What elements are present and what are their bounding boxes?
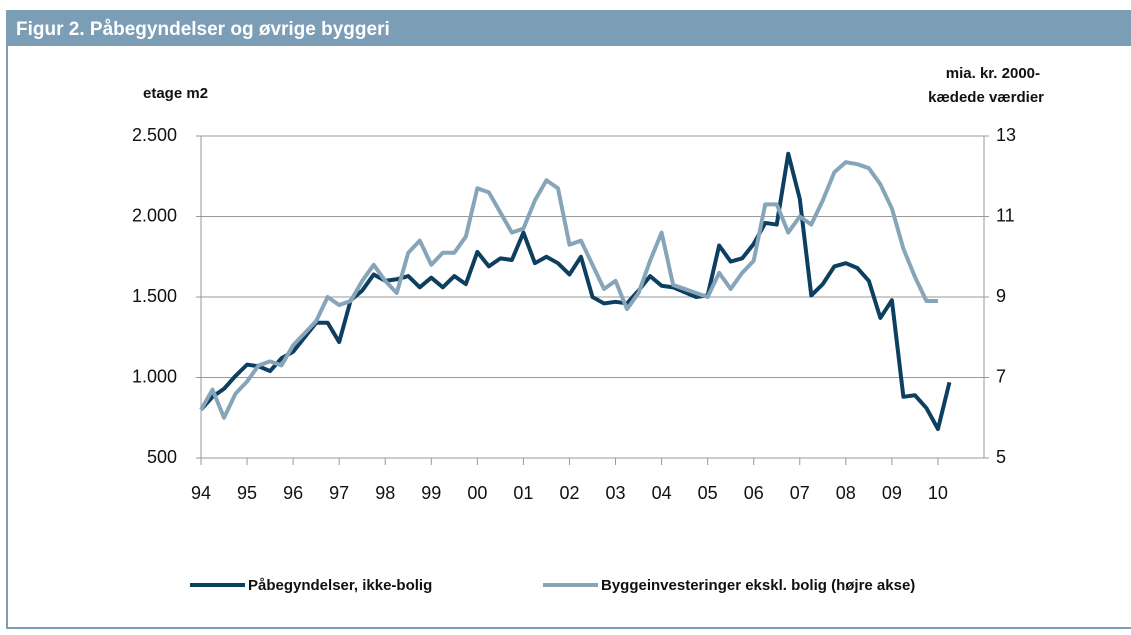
y2-tick-label: 11 xyxy=(996,205,1015,225)
x-tick-label: 01 xyxy=(513,483,533,503)
y2-tick-label: 13 xyxy=(996,125,1016,145)
header-bar xyxy=(6,10,1131,46)
y2-axis-label: kædede værdier xyxy=(928,89,1044,106)
x-tick-label: 07 xyxy=(790,483,810,503)
x-tick-label: 94 xyxy=(191,483,211,503)
y-tick-label: 1.500 xyxy=(132,286,177,306)
x-tick-label: 97 xyxy=(329,483,349,503)
x-tick-label: 06 xyxy=(744,483,764,503)
x-tick-label: 05 xyxy=(698,483,718,503)
x-tick-label: 04 xyxy=(652,483,672,503)
y-tick-label: 2.500 xyxy=(132,125,177,145)
x-tick-label: 00 xyxy=(467,483,487,503)
x-tick-label: 08 xyxy=(836,483,856,503)
y-tick-label: 500 xyxy=(147,447,177,467)
x-tick-label: 98 xyxy=(375,483,395,503)
x-tick-label: 96 xyxy=(283,483,303,503)
series-line xyxy=(199,160,938,420)
chart-title: Figur 2. Påbegyndelser og øvrige byggeri xyxy=(16,19,390,40)
x-tick-label: 99 xyxy=(421,483,441,503)
legend-label: Påbegyndelser, ikke-bolig xyxy=(248,577,432,594)
series-line xyxy=(199,151,952,432)
y-axis-label: etage m2 xyxy=(143,85,208,102)
y2-tick-label: 7 xyxy=(996,366,1006,386)
y-tick-label: 1.000 xyxy=(132,366,177,386)
y2-tick-label: 9 xyxy=(996,286,1006,306)
x-tick-label: 95 xyxy=(237,483,257,503)
x-tick-label: 03 xyxy=(606,483,626,503)
x-tick-label: 02 xyxy=(559,483,579,503)
x-tick-label: 09 xyxy=(882,483,902,503)
y-tick-label: 2.000 xyxy=(132,205,177,225)
y2-axis-label: mia. kr. 2000- xyxy=(946,65,1040,82)
y2-tick-label: 5 xyxy=(996,447,1006,467)
x-tick-label: 10 xyxy=(928,483,948,503)
legend-label: Byggeinvesteringer ekskl. bolig (højre a… xyxy=(601,577,915,594)
